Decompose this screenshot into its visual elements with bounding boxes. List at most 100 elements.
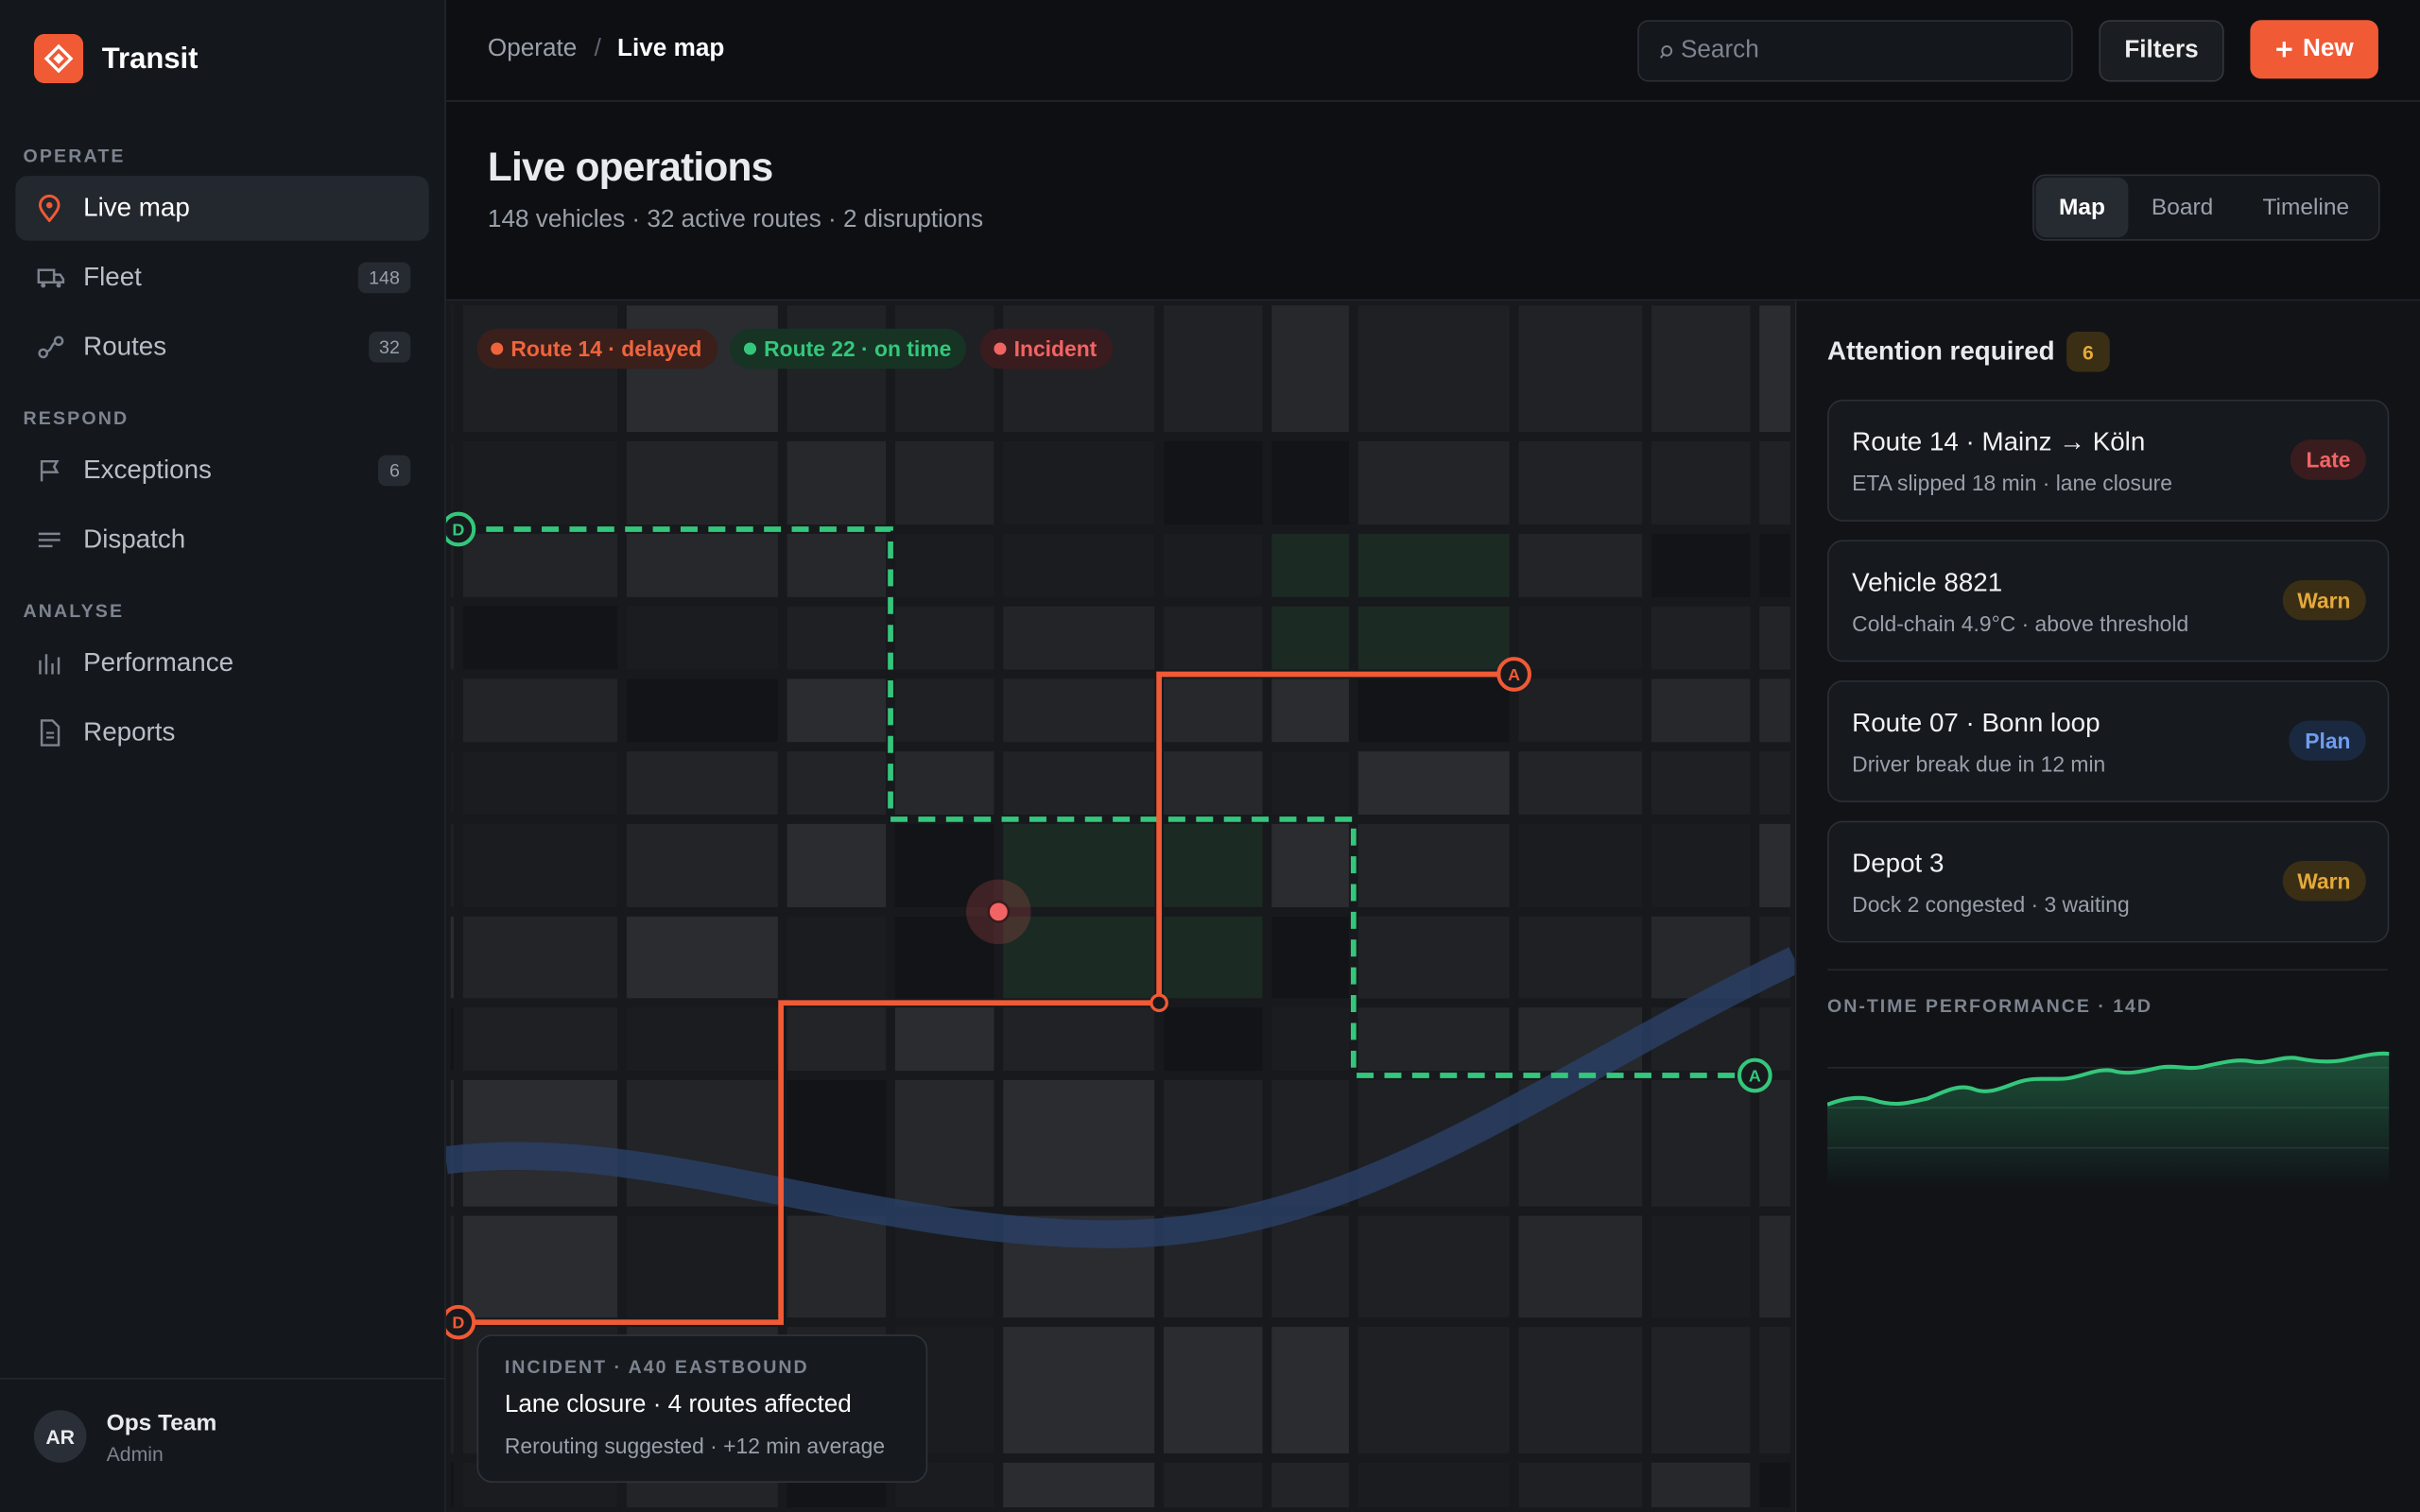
city-block [1357, 1007, 1510, 1072]
city-block [1164, 1327, 1263, 1453]
city-block [626, 305, 778, 433]
city-block [1357, 305, 1510, 433]
city-block [1164, 916, 1263, 999]
city-block [1003, 305, 1155, 433]
new-button[interactable]: New [2250, 20, 2378, 79]
attention-card[interactable]: Vehicle 8821 Cold-chain 4.9°C · above thr… [1827, 540, 2390, 662]
city-block [786, 440, 887, 525]
sidebar: Transit OPERATE Live map Fleet 148 Routes… [0, 0, 446, 1512]
city-block [450, 1079, 454, 1207]
performance-title: ON-TIME PERFORMANCE · 14D [1827, 995, 2153, 1017]
city-block [1003, 440, 1155, 525]
city-block [1518, 823, 1643, 907]
city-block [1271, 1007, 1349, 1072]
view-switch: Map Board Timeline [2032, 174, 2380, 241]
city-block [462, 1215, 618, 1318]
city-block [786, 1215, 887, 1318]
city-block [1357, 1215, 1510, 1318]
city-block [462, 305, 618, 433]
city-block [1164, 1007, 1263, 1072]
city-block [1357, 533, 1510, 597]
attention-card[interactable]: Route 07 · Bonn loop Driver break due in … [1827, 680, 2390, 802]
city-block [1759, 1079, 1790, 1207]
city-block [1518, 1327, 1643, 1453]
city-block [1651, 305, 1751, 433]
city-block [1651, 533, 1751, 597]
nav-item[interactable]: Reports [15, 700, 429, 765]
city-block [1003, 751, 1155, 816]
city-block [1518, 1215, 1643, 1318]
filters-button[interactable]: Filters [2099, 20, 2224, 82]
page-title: Live operations [487, 143, 773, 190]
legend-pill[interactable]: Route 14 · delayed [476, 328, 717, 369]
nav-item[interactable]: Live map [15, 176, 429, 241]
breadcrumb-item[interactable]: Operate [487, 35, 578, 62]
nav-item[interactable]: Exceptions 6 [15, 438, 429, 504]
city-block [450, 1007, 454, 1072]
city-block [894, 440, 994, 525]
city-block [626, 533, 778, 597]
nav-item[interactable]: Fleet 148 [15, 246, 429, 311]
status-badge: Warn [2281, 861, 2366, 902]
search-box[interactable]: Search [1637, 20, 2073, 82]
city-block [1357, 679, 1510, 743]
nav-item[interactable]: Performance [15, 631, 429, 696]
marker[interactable]: D [445, 511, 476, 547]
city-block [1518, 916, 1643, 999]
marker[interactable]: D [445, 1304, 476, 1340]
legend-pill[interactable]: Route 22 · on time [730, 328, 967, 369]
marker[interactable]: A [1737, 1057, 1772, 1093]
nav-label: Dispatch [83, 524, 186, 555]
city-block [626, 679, 778, 743]
city-block [462, 751, 618, 816]
city-block [1164, 751, 1263, 816]
city-block [1003, 606, 1155, 670]
city-block [1357, 440, 1510, 525]
city-block [1271, 305, 1349, 433]
river [445, 947, 1795, 1248]
city-block [1003, 1327, 1155, 1453]
nav-item[interactable]: Dispatch [15, 507, 429, 573]
marker[interactable]: A [1496, 657, 1531, 692]
attention-card[interactable]: Route 14 · Mainz → Köln ETA slipped 18 mi… [1827, 399, 2390, 522]
attention-card[interactable]: Depot 3 Dock 2 congested · 3 waiting Warn [1827, 820, 2390, 943]
city-block [1357, 606, 1510, 670]
view-tab[interactable]: Board [2151, 194, 2214, 221]
nav-label: Reports [83, 717, 176, 747]
user-name: Ops Team [106, 1410, 217, 1436]
city-block [462, 440, 618, 525]
route-22[interactable] [458, 526, 1755, 1078]
nav-label: Live map [83, 193, 190, 223]
map[interactable]: D A D A [445, 301, 1795, 1512]
city-block [894, 606, 994, 670]
city-block [462, 606, 618, 670]
legend-pill[interactable]: Incident [979, 328, 1113, 369]
incident-card[interactable]: INCIDENT · A40 EASTBOUND Lane closure · … [476, 1334, 928, 1483]
sparkline [1827, 1051, 2390, 1189]
page-summary: 148 vehicles · 32 active routes · 2 disr… [487, 206, 984, 233]
city-block [1759, 1007, 1790, 1072]
map-canvas: D A D A [445, 305, 1795, 1508]
status-badge: Late [2290, 439, 2366, 480]
city-block [1357, 1462, 1510, 1508]
city-block [786, 533, 887, 597]
avatar[interactable]: AR [33, 1410, 87, 1463]
city-block [1518, 305, 1643, 433]
city-block [1651, 1462, 1751, 1508]
view-tab[interactable]: Timeline [2262, 194, 2350, 221]
topbar [445, 0, 2420, 102]
card-detail: ETA slipped 18 min · lane closure [1852, 470, 2172, 496]
card-title: Depot 3 [1852, 848, 1945, 878]
city-block [1164, 1462, 1263, 1508]
nav-count: 148 [357, 262, 411, 294]
city-block [786, 305, 887, 433]
incident-dot[interactable] [987, 901, 1011, 923]
city-block [462, 916, 618, 999]
route-14[interactable] [458, 671, 1514, 1326]
city-block [786, 916, 887, 999]
city-block [1651, 606, 1751, 670]
nav-item[interactable]: Routes 32 [15, 315, 429, 380]
city-block [1271, 606, 1349, 670]
view-tab[interactable]: Map [2058, 194, 2105, 221]
city-block [1271, 1215, 1349, 1318]
